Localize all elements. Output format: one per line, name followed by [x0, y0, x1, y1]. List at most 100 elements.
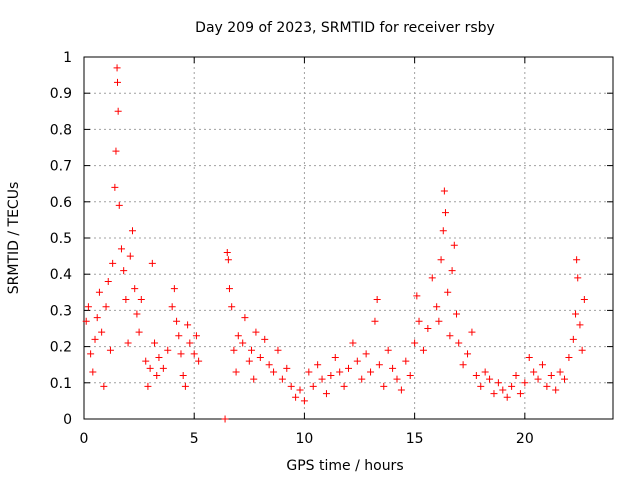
data-point: [148, 259, 156, 267]
data-point: [393, 375, 401, 383]
data-point: [516, 390, 524, 398]
data-point: [340, 382, 348, 390]
data-point: [155, 353, 163, 361]
y-tick-label: 0.6: [50, 195, 72, 211]
data-point: [561, 375, 569, 383]
data-point: [137, 296, 145, 304]
data-point: [177, 350, 185, 358]
data-point: [93, 314, 101, 322]
data-point: [552, 386, 560, 394]
data-point: [453, 310, 461, 318]
data-point: [406, 372, 414, 380]
data-point: [224, 256, 232, 264]
data-point: [252, 328, 260, 336]
data-point: [261, 335, 269, 343]
data-point: [230, 346, 238, 354]
data-point: [521, 379, 529, 387]
data-point: [104, 277, 112, 285]
data-point: [265, 361, 273, 369]
data-point: [349, 339, 357, 347]
data-point: [543, 382, 551, 390]
data-point: [184, 321, 192, 329]
data-point: [270, 368, 278, 376]
data-point: [179, 372, 187, 380]
data-point: [232, 368, 240, 376]
data-point: [336, 368, 344, 376]
data-point: [250, 375, 258, 383]
data-point: [124, 339, 132, 347]
data-point: [538, 361, 546, 369]
data-point: [574, 274, 582, 282]
data-point: [534, 375, 542, 383]
data-point: [112, 147, 120, 155]
data-point: [362, 350, 370, 358]
data-point: [411, 339, 419, 347]
x-axis-label: GPS time / hours: [286, 458, 403, 474]
data-point: [256, 353, 264, 361]
data-point: [472, 372, 480, 380]
data-point: [494, 379, 502, 387]
data-point: [300, 397, 308, 405]
data-point: [278, 375, 286, 383]
data-point: [98, 328, 106, 336]
data-point: [441, 209, 449, 217]
data-point: [131, 285, 139, 293]
data-point: [569, 335, 577, 343]
data-point: [446, 332, 454, 340]
data-point: [170, 285, 178, 293]
data-point: [375, 361, 383, 369]
data-point: [114, 78, 122, 86]
y-tick-label: 0.5: [50, 231, 72, 247]
data-point: [389, 364, 397, 372]
data-point: [164, 346, 172, 354]
data-point: [122, 296, 130, 304]
y-tick-label: 0.7: [50, 159, 72, 175]
data-point: [413, 292, 421, 300]
data-point: [190, 350, 198, 358]
data-point: [109, 259, 117, 267]
x-tick-label: 15: [406, 431, 424, 447]
data-point: [327, 372, 335, 380]
data-point: [345, 364, 352, 372]
data-point: [91, 335, 99, 343]
data-point: [322, 390, 330, 398]
data-point: [142, 357, 150, 365]
data-point: [433, 303, 441, 311]
data-point: [241, 314, 249, 322]
data-point: [455, 339, 463, 347]
data-point: [100, 382, 108, 390]
y-tick-label: 0.2: [50, 340, 72, 356]
data-point: [151, 339, 159, 347]
data-point: [221, 415, 229, 423]
data-point: [309, 382, 317, 390]
data-point: [331, 353, 339, 361]
data-point: [89, 368, 97, 376]
data-point: [358, 375, 366, 383]
data-point: [444, 288, 452, 296]
data-point: [274, 346, 282, 354]
data-point: [437, 256, 445, 264]
data-point: [459, 361, 467, 369]
data-point: [111, 183, 119, 191]
data-point: [126, 252, 134, 260]
data-point: [402, 357, 410, 365]
data-point: [192, 332, 200, 340]
data-point: [384, 346, 392, 354]
data-point: [576, 321, 584, 329]
y-tick-label: 0.9: [50, 86, 72, 102]
data-point: [135, 328, 143, 336]
data-point: [283, 364, 291, 372]
data-point: [508, 382, 516, 390]
data-point: [128, 227, 136, 235]
x-tick-label: 5: [190, 431, 199, 447]
data-point: [106, 346, 114, 354]
data-point: [440, 187, 448, 195]
y-tick-label: 0.3: [50, 303, 72, 319]
data-point: [481, 368, 489, 376]
data-point: [525, 353, 533, 361]
data-point: [490, 390, 498, 398]
x-tick-label: 0: [80, 431, 89, 447]
data-point: [353, 357, 361, 365]
data-point: [578, 346, 586, 354]
